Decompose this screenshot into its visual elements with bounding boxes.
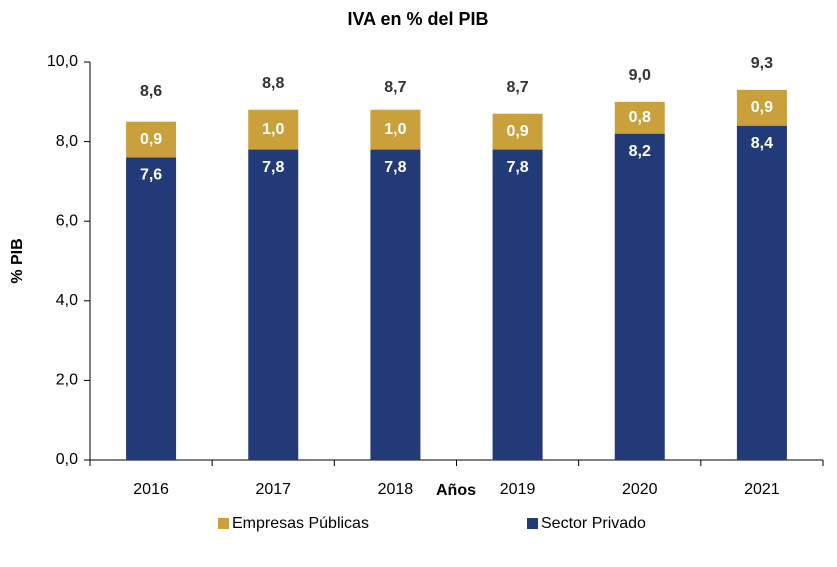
bar-segment (126, 157, 177, 460)
x-axis-label: Años (436, 482, 476, 499)
x-tick-label: 2017 (255, 481, 291, 498)
x-tick-label: 2018 (378, 481, 414, 498)
x-tick-label: 2019 (500, 481, 536, 498)
bar-segment (492, 149, 543, 460)
data-label: 7,8 (506, 159, 528, 176)
legend-swatch (218, 518, 229, 529)
total-label: 8,7 (506, 79, 528, 96)
y-tick-label: 4,0 (56, 292, 78, 309)
data-label: 7,8 (262, 159, 284, 176)
y-tick-label: 8,0 (56, 133, 78, 150)
total-label: 8,6 (140, 83, 162, 100)
bar-segment (736, 125, 787, 461)
y-tick-label: 6,0 (56, 212, 78, 229)
bar-segment (248, 109, 299, 150)
y-tick-label: 10,0 (47, 53, 78, 70)
legend-label: Sector Privado (541, 515, 646, 532)
legend-swatch (527, 518, 538, 529)
total-label: 9,0 (629, 67, 651, 84)
total-label: 8,8 (262, 75, 284, 92)
bar-segment (370, 109, 421, 150)
y-axis-label: % PIB (9, 238, 26, 283)
bar-segment (614, 133, 665, 460)
data-label: 7,6 (140, 167, 162, 184)
x-tick-label: 2020 (622, 481, 658, 498)
data-label: 0,9 (140, 131, 162, 148)
legend-label: Empresas Públicas (232, 515, 369, 532)
chart-title: IVA en % del PIB (347, 9, 488, 29)
bar-segment (492, 113, 543, 150)
data-label: 1,0 (262, 121, 284, 138)
data-label: 8,4 (751, 135, 773, 152)
bar-segment (614, 101, 665, 134)
x-tick-label: 2016 (133, 481, 169, 498)
bar-segment (248, 149, 299, 460)
y-tick-label: 0,0 (56, 451, 78, 468)
bar-segment (370, 149, 421, 460)
data-label: 1,0 (384, 121, 406, 138)
data-label: 0,8 (629, 109, 651, 126)
data-label: 0,9 (506, 123, 528, 140)
x-tick-label: 2021 (744, 481, 780, 498)
data-label: 7,8 (384, 159, 406, 176)
data-label: 8,2 (629, 143, 651, 160)
y-tick-label: 2,0 (56, 372, 78, 389)
data-label: 0,9 (751, 99, 773, 116)
bar-segment (126, 121, 177, 158)
bar-segment (736, 89, 787, 126)
total-label: 8,7 (384, 79, 406, 96)
total-label: 9,3 (751, 55, 773, 72)
